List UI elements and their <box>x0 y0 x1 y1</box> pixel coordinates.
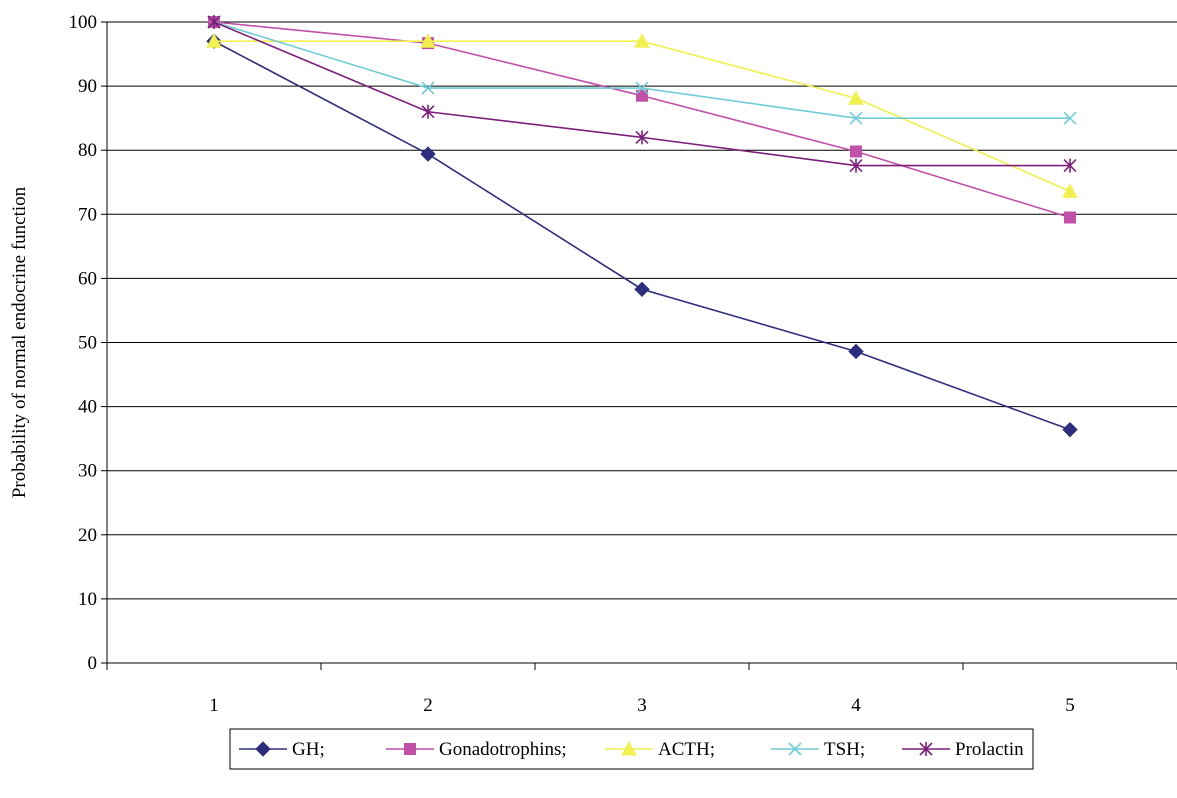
data-point <box>420 146 436 162</box>
x-tick-label: 4 <box>851 695 861 716</box>
y-tick-label: 70 <box>78 204 97 225</box>
legend-label: Gonadotrophins; <box>439 739 567 760</box>
data-point <box>1062 183 1078 198</box>
data-point <box>636 89 648 102</box>
y-tick-label: 100 <box>69 12 98 33</box>
data-point <box>850 145 862 158</box>
legend-marker <box>404 743 416 755</box>
legend-label: ACTH; <box>658 739 715 760</box>
series-2 <box>206 33 1078 198</box>
series-3 <box>207 15 1077 125</box>
y-tick-label: 0 <box>88 653 98 674</box>
data-point <box>1063 111 1077 125</box>
y-tick-label: 40 <box>78 397 97 418</box>
data-point <box>849 111 863 125</box>
data-point <box>421 81 435 95</box>
legend-item: GH; <box>239 739 325 760</box>
data-point <box>1063 158 1077 173</box>
data-point <box>848 343 864 360</box>
x-tick-label: 5 <box>1065 695 1075 716</box>
data-point <box>421 104 435 119</box>
y-tick-label: 20 <box>78 525 97 546</box>
legend-marker <box>788 742 802 756</box>
x-tick-label: 2 <box>423 695 433 716</box>
data-point <box>634 281 650 298</box>
series-lines <box>206 15 1078 438</box>
legend-marker <box>255 741 271 757</box>
legend-item: Gonadotrophins; <box>386 739 567 760</box>
legend-marker <box>621 740 637 756</box>
legend-item: Prolactin <box>902 739 1024 760</box>
data-point <box>848 90 864 105</box>
y-tick-label: 60 <box>78 268 97 289</box>
data-point <box>635 130 649 145</box>
x-tick-label: 1 <box>209 695 219 716</box>
data-point <box>849 158 863 173</box>
legend-label: Prolactin <box>955 739 1024 760</box>
y-tick-label: 90 <box>78 76 97 97</box>
series-4 <box>207 15 1077 173</box>
y-tick-label: 50 <box>78 333 97 354</box>
tick-labels: 0 10 20 30 40 50 60 70 80 90 100 1 2 3 4 5 <box>69 12 1075 716</box>
legend-item: ACTH; <box>605 739 715 760</box>
axes <box>101 21 1177 670</box>
data-point <box>420 33 436 48</box>
y-tick-label: 30 <box>78 461 97 482</box>
data-point <box>1064 211 1076 224</box>
y-tick-label: 10 <box>78 589 97 610</box>
y-axis-title: Probability of normal endocrine function <box>9 186 30 498</box>
gridlines <box>107 21 1177 600</box>
series-line <box>214 40 1071 192</box>
data-point <box>634 33 650 48</box>
data-point <box>1062 421 1078 438</box>
legend: GH; Gonadotrophins; ACTH; TSH; Prolactin <box>229 728 1034 770</box>
y-tick-label: 80 <box>78 140 97 161</box>
legend-label: TSH; <box>824 739 865 760</box>
data-point <box>207 15 221 29</box>
data-point <box>206 33 222 48</box>
data-point <box>635 81 649 95</box>
legend-label: GH; <box>292 739 325 760</box>
legend-marker <box>919 742 933 756</box>
legend-item: TSH; <box>771 739 865 760</box>
x-tick-label: 3 <box>637 695 647 716</box>
series-line <box>213 21 1071 219</box>
